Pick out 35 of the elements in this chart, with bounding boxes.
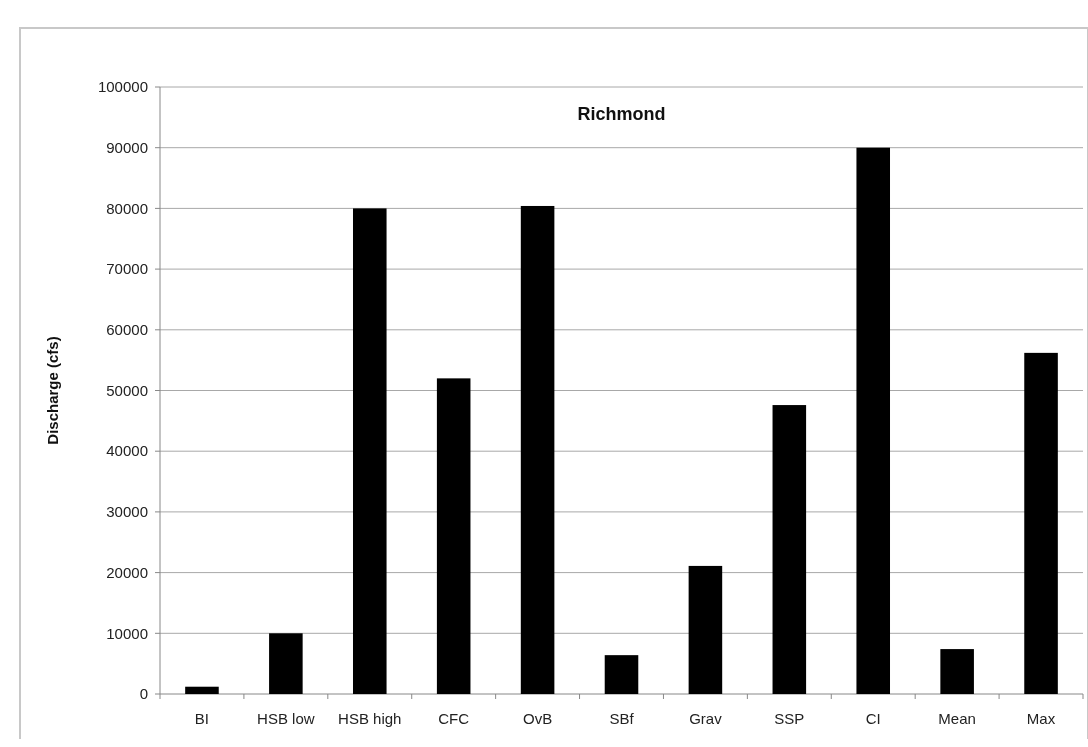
y-tick-label: 90000 xyxy=(106,138,148,156)
x-tick-label: Mean xyxy=(938,710,976,727)
bar xyxy=(185,686,219,694)
bar xyxy=(940,649,974,694)
text: Richmond xyxy=(577,104,666,124)
bar xyxy=(1024,352,1058,694)
bar xyxy=(688,565,723,694)
y-tick-label: 50000 xyxy=(106,381,148,399)
bar xyxy=(772,405,807,694)
x-tick-label: SBf xyxy=(609,710,635,727)
y-tick-label: 30000 xyxy=(106,503,148,521)
x-tick-label: Max xyxy=(1026,710,1056,727)
y-tick-label: 60000 xyxy=(106,321,148,339)
x-tick-label: BI xyxy=(194,710,210,727)
y-tick-label: 20000 xyxy=(106,563,148,581)
x-tick-label: Grav xyxy=(689,710,723,727)
x-tick-label: HSB low xyxy=(257,710,315,727)
x-tick-label: HSB high xyxy=(338,710,402,727)
y-tick-label: 40000 xyxy=(106,442,148,460)
x-tick-label: CFC xyxy=(438,710,470,727)
y-tick-label: 10000 xyxy=(106,624,148,642)
bar xyxy=(604,655,639,694)
bar xyxy=(352,208,387,694)
x-tick-label: SSP xyxy=(774,710,805,727)
bar xyxy=(856,147,891,694)
bar xyxy=(436,378,471,694)
x-tick-label: CI xyxy=(865,710,881,727)
bar xyxy=(269,633,303,694)
y-tick-label: 70000 xyxy=(106,260,148,278)
x-tick-label: OvB xyxy=(523,710,553,727)
bar xyxy=(520,205,555,694)
y-axis-title: Discharge (cfs) xyxy=(44,336,61,445)
y-tick-label: 0 xyxy=(139,685,148,703)
y-tick-label: 100000 xyxy=(97,78,148,96)
y-tick-label: 80000 xyxy=(106,199,148,217)
